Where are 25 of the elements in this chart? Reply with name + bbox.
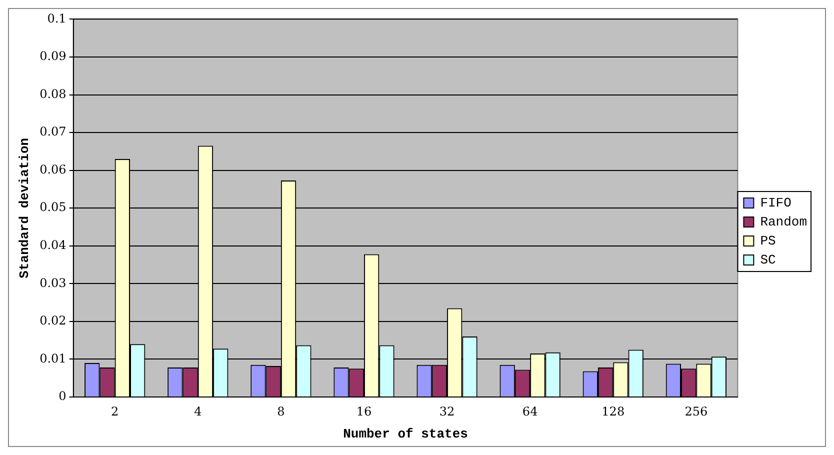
y-tick-label: 0 — [58, 389, 66, 404]
x-tick-label: 2 — [111, 404, 119, 418]
y-axis-title: Standard deviation — [17, 138, 32, 278]
x-tick-label: 256 — [684, 404, 708, 418]
y-tick-label: 0.1 — [47, 11, 66, 26]
x-tick-label: 8 — [277, 404, 285, 418]
legend-label: Random — [760, 214, 808, 230]
legend-label: FIFO — [760, 195, 792, 210]
y-tick-label: 0.09 — [40, 49, 66, 64]
legend-label: PS — [760, 233, 776, 248]
y-tick-label: 0.04 — [40, 238, 67, 252]
x-tick-label: 128 — [602, 404, 625, 418]
y-tick-label: 0.07 — [40, 124, 66, 139]
legend-label: SC — [760, 252, 776, 268]
y-tick-label: 0.06 — [40, 162, 66, 176]
x-tick-label: 4 — [194, 404, 202, 418]
y-tick-label: 0.05 — [40, 200, 66, 214]
y-tick-label: 0.08 — [40, 86, 66, 101]
x-tick-label: 32 — [439, 404, 455, 418]
y-tick-label: 0.01 — [40, 351, 66, 366]
y-tick-label: 0.02 — [40, 314, 66, 328]
y-tick-label: 0.03 — [40, 276, 66, 290]
x-tick-label: 16 — [356, 404, 372, 418]
x-tick-label: 64 — [522, 404, 538, 418]
x-axis-title: Number of states — [343, 426, 468, 442]
